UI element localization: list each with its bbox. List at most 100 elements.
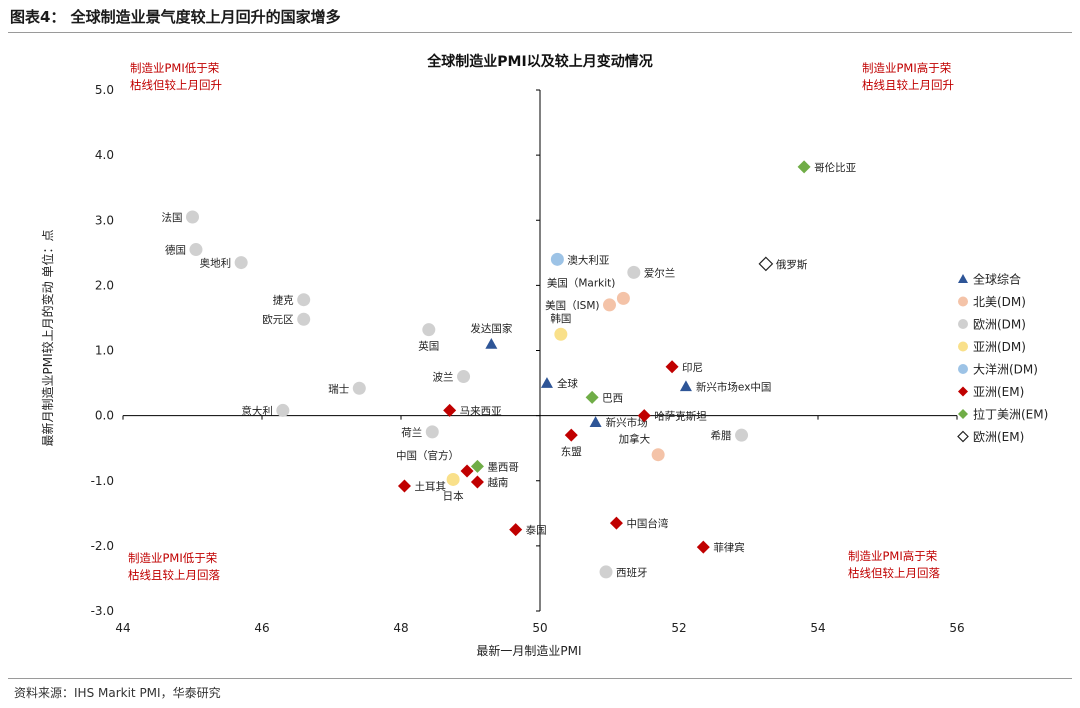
- data-label: 欧元区: [262, 314, 294, 326]
- x-tick-label: 46: [254, 621, 269, 635]
- data-point: [470, 459, 484, 473]
- data-point: [234, 256, 248, 270]
- legend-marker: [957, 430, 969, 443]
- data-label: 英国: [418, 340, 439, 353]
- data-label: 菲律宾: [713, 541, 745, 554]
- data-label: 美国（Markit): [547, 276, 616, 289]
- data-label: 爱尔兰: [644, 266, 676, 279]
- data-label: 澳大利亚: [567, 253, 609, 266]
- data-label: 俄罗斯: [776, 258, 808, 271]
- data-label: 哈萨克斯坦: [654, 410, 707, 423]
- data-label: 墨西哥: [487, 461, 519, 473]
- quadrant-note: 制造业PMI低于荣枯线但较上月回升: [130, 61, 222, 92]
- data-label: 波兰: [433, 371, 454, 384]
- data-point: [186, 210, 199, 224]
- figure-title: 图表4： 全球制造业景气度较上月回升的国家增多: [10, 8, 341, 26]
- y-tick-label: -2.0: [91, 539, 114, 553]
- data-label: 哥伦比亚: [814, 161, 856, 174]
- scatter-chart: 全球制造业PMI以及较上月变动情况 44 46 48 50 52 54 56 -3.0 -2.0…: [40, 53, 1048, 658]
- data-label: 西班牙: [616, 567, 648, 579]
- data-point: [735, 428, 749, 442]
- data-point: [651, 448, 665, 462]
- legend-label: 欧洲(EM): [973, 430, 1024, 444]
- data-point: [627, 265, 641, 279]
- data-point: [564, 428, 578, 442]
- y-axis-label: 最新月制造业PMI较上月的变动 单位：点: [40, 230, 55, 447]
- data-point: [485, 337, 498, 349]
- footer-divider: [8, 678, 1072, 679]
- data-point: [509, 523, 523, 537]
- x-tick-label: 54: [810, 621, 825, 635]
- legend-label: 亚洲(DM): [973, 340, 1026, 354]
- legend-marker: [958, 296, 968, 307]
- data-label: 发达国家: [470, 322, 512, 335]
- data-point: [276, 403, 290, 417]
- data-label: 法国: [162, 211, 183, 224]
- data-point: [189, 243, 203, 257]
- y-tick-label: -3.0: [91, 604, 114, 618]
- y-tick-label: 4.0: [95, 148, 114, 162]
- legend-marker: [958, 364, 968, 374]
- data-point: [422, 323, 436, 337]
- legend-marker: [958, 319, 968, 329]
- chart-title: 全球制造业PMI以及较上月变动情况: [426, 53, 652, 70]
- data-point: [297, 312, 311, 326]
- x-tick-label: 50: [532, 621, 547, 635]
- x-tick-label: 56: [949, 621, 964, 635]
- y-tick-label: 2.0: [95, 278, 114, 292]
- data-label: 加拿大: [619, 433, 651, 446]
- quadrant-note: 制造业PMI高于荣枯线但较上月回落: [848, 549, 940, 580]
- data-point: [609, 516, 623, 530]
- x-tick-label: 48: [393, 621, 408, 635]
- data-label: 中国台湾: [626, 517, 668, 530]
- data-label: 荷兰: [401, 426, 422, 439]
- data-label: 意大利: [241, 404, 273, 417]
- quadrant-note: 制造业PMI高于荣枯线且较上月回升: [862, 61, 954, 92]
- data-point: [797, 160, 811, 174]
- data-label: 美国（ISM): [545, 299, 599, 312]
- data-label: 越南: [487, 476, 508, 489]
- data-label: 新兴市场ex中国: [696, 380, 772, 393]
- legend-label: 北美(DM): [973, 295, 1026, 309]
- data-point: [457, 370, 471, 384]
- data-label: 巴西: [602, 392, 623, 404]
- data-label: 全球: [557, 377, 578, 390]
- data-point: [585, 390, 599, 404]
- data-label: 捷克: [273, 294, 294, 307]
- data-point: [637, 409, 651, 423]
- data-point: [540, 377, 553, 388]
- data-point: [397, 479, 411, 493]
- data-label: 新兴市场: [606, 416, 648, 429]
- data-label: 土耳其: [414, 480, 446, 493]
- header-divider: [8, 32, 1072, 33]
- data-point: [470, 475, 484, 489]
- quadrant-note: 制造业PMI低于荣枯线且较上月回落: [128, 551, 220, 582]
- legend-marker: [958, 386, 968, 397]
- data-point: [460, 464, 474, 478]
- data-label: 马来西亚: [460, 405, 502, 417]
- data-label: 希腊: [711, 429, 732, 442]
- data-point: [665, 360, 679, 374]
- data-point: [603, 298, 616, 312]
- legend-marker: [958, 274, 968, 283]
- data-label: 瑞士: [328, 382, 349, 395]
- data-label: 东盟: [561, 445, 582, 458]
- y-tick-label: 0.0: [95, 409, 114, 423]
- data-point: [554, 327, 568, 341]
- axes-layer: 44 46 48 50 52 54 56 -3.0 -2.0 -1.0 0.0 1.0 2.0 3.0 4.…: [91, 83, 965, 635]
- y-tick-label: 3.0: [95, 213, 114, 227]
- y-tick-label: 1.0: [95, 344, 114, 358]
- legend-label: 亚洲(EM): [973, 385, 1024, 399]
- quadrant-notes: 制造业PMI低于荣枯线但较上月回升 制造业PMI高于荣枯线且较上月回升制造业PMI…: [128, 61, 954, 582]
- data-point: [758, 256, 774, 272]
- source-note: 资料来源：IHS Markit PMI，华泰研究: [14, 686, 221, 700]
- data-label: 奥地利: [200, 257, 232, 270]
- legend-marker: [958, 341, 968, 352]
- data-point: [679, 380, 692, 392]
- data-label: 韩国: [550, 312, 571, 325]
- data-label: 德国: [165, 244, 186, 257]
- legend-label: 拉丁美洲(EM): [973, 407, 1048, 422]
- legend-label: 大洋洲(DM): [973, 362, 1038, 377]
- y-tick-label: -1.0: [91, 474, 114, 488]
